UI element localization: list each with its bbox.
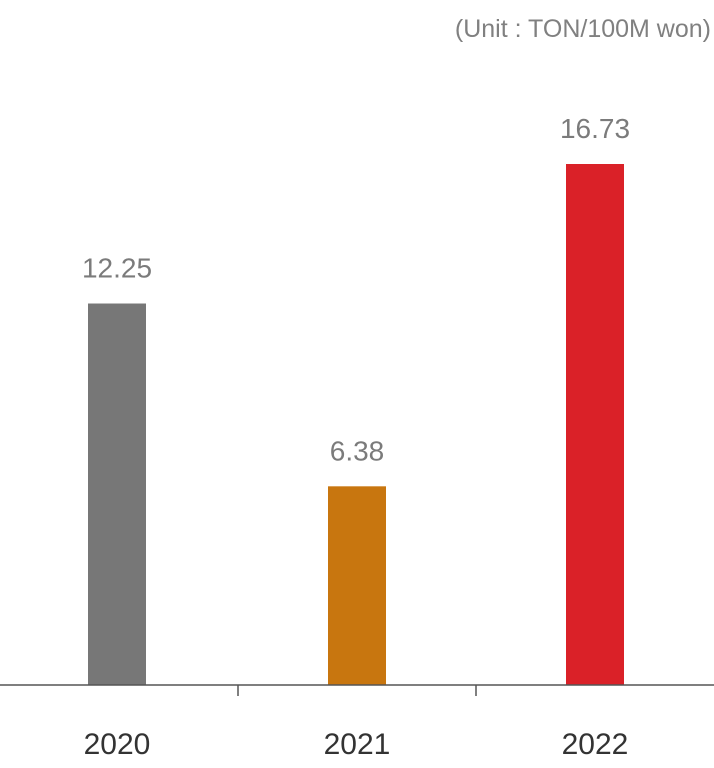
x-tick-label-2022: 2022	[562, 728, 629, 761]
x-axis-ticks	[237, 685, 477, 696]
x-tick-label-2020: 2020	[84, 728, 151, 761]
x-tick-label-2021: 2021	[324, 728, 391, 761]
bar-2022	[566, 164, 624, 685]
value-label-2022: 16.73	[560, 113, 630, 144]
bar-2021	[328, 486, 386, 685]
bars-group	[88, 164, 624, 685]
value-labels-group: 12.25 6.38 16.73	[82, 113, 630, 466]
unit-label: (Unit : TON/100M won)	[455, 15, 711, 43]
bar-2020	[88, 303, 146, 685]
x-axis-tick-labels: 2020 2021 2022	[84, 728, 629, 761]
value-label-2020: 12.25	[82, 253, 152, 284]
value-label-2021: 6.38	[330, 435, 385, 466]
